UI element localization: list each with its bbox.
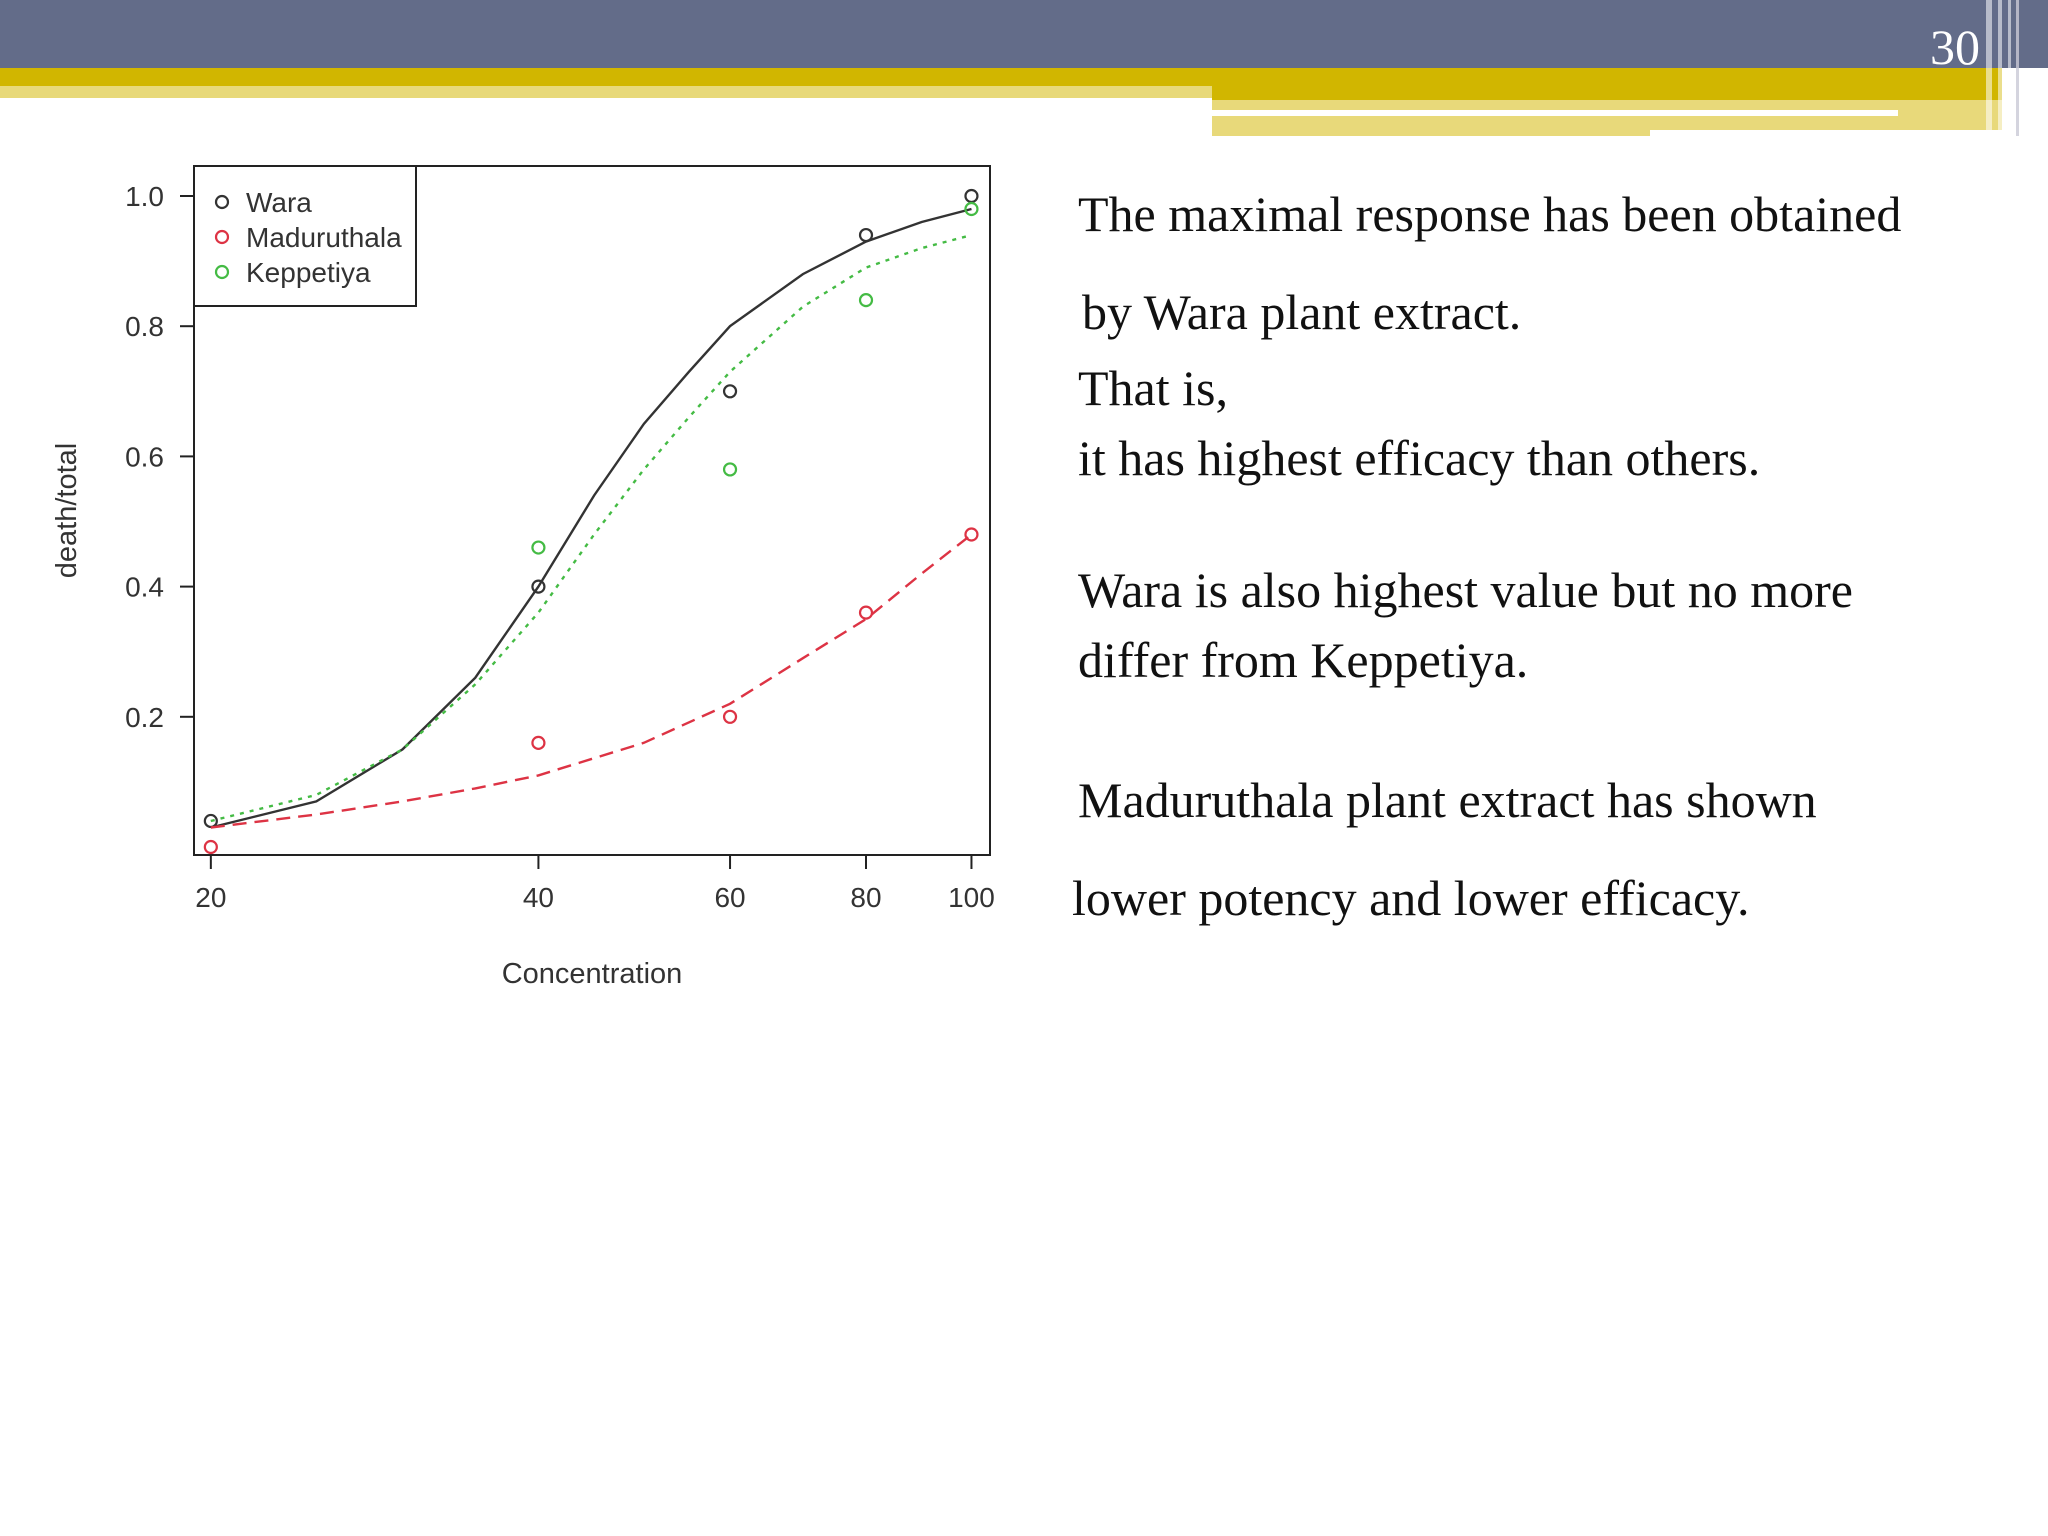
header-decoration	[0, 0, 2048, 136]
data-point-wara	[722, 384, 738, 399]
text-line-highest-efficacy: it has highest efficacy than others.	[1078, 430, 1761, 486]
text-line-that-is: That is,	[1078, 360, 1228, 416]
legend-label-wara: Wara	[246, 187, 312, 218]
legend-box	[193, 165, 417, 307]
slide-header: 30	[0, 0, 2048, 140]
data-point-maduruthala	[858, 605, 874, 620]
right-edge-stripes	[1986, 0, 2019, 136]
slide-text: The maximal response has been obtained b…	[1066, 0, 2046, 1000]
data-point-maduruthala	[722, 709, 738, 724]
accent-stripe-white-2	[1650, 130, 2010, 136]
x-tick-label: 60	[714, 882, 745, 913]
data-point-wara	[531, 579, 546, 594]
text-line-differ-keppetiya: differ from Keppetiya.	[1078, 632, 1529, 688]
data-point-maduruthala	[964, 527, 979, 542]
x-tick-label: 20	[195, 882, 226, 913]
chart-svg: 20 40 60 80 100 0.2 0.4 0.6 0.8 1.0 Concentration d…	[51, 165, 995, 990]
header-bar	[0, 0, 2048, 68]
accent-stripe-white	[1212, 110, 1898, 116]
legend-marker-wara	[214, 194, 230, 210]
y-axis-label: death/total	[51, 443, 83, 578]
text-line-lower-potency: lower potency and lower efficacy.	[1072, 870, 1750, 926]
data-point-wara	[858, 227, 874, 243]
accent-bar-light	[0, 86, 1230, 98]
x-tick-label: 100	[948, 882, 995, 913]
x-tick-label: 80	[850, 882, 881, 913]
y-tick-label: 0.4	[125, 572, 164, 603]
text-line-maduruthala: Maduruthala plant extract has shown	[1078, 772, 1817, 828]
y-tick-label: 0.2	[125, 702, 164, 733]
y-tick-label: 0.8	[125, 311, 164, 342]
data-point-maduruthala	[531, 735, 546, 750]
fit-line-maduruthala	[210, 533, 973, 829]
data-point-keppetiya	[722, 462, 738, 477]
text-line-maximal-response: The maximal response has been obtained	[1078, 186, 1902, 242]
data-point-keppetiya	[858, 293, 874, 308]
x-axis-label: Concentration	[502, 958, 683, 990]
legend-marker-maduruthala	[214, 229, 230, 245]
plot-frame	[193, 165, 991, 856]
accent-bar-yellow-right	[1212, 68, 2002, 100]
data-point-keppetiya	[964, 201, 979, 217]
legend-label-maduruthala: Maduruthala	[246, 222, 402, 253]
legend-label-keppetiya: Keppetiya	[246, 257, 371, 288]
data-point-maduruthala	[203, 839, 218, 855]
data-point-keppetiya	[531, 540, 546, 555]
accent-bar-yellow	[0, 68, 1230, 86]
text-line-wara-extract: by Wara plant extract.	[1082, 284, 1522, 340]
y-tick-label: 1.0	[125, 181, 164, 212]
dose-response-chart: 20 40 60 80 100 0.2 0.4 0.6 0.8 1.0 Concentration d…	[40, 150, 1020, 1010]
slide-number: 30	[1930, 19, 1980, 75]
fit-line-keppetiya	[210, 233, 972, 823]
data-point-wara	[964, 188, 979, 204]
legend-marker-keppetiya	[214, 264, 230, 280]
x-tick-label: 40	[523, 882, 554, 913]
text-line-wara-highest: Wara is also highest value but no more	[1078, 562, 1853, 618]
y-tick-label: 0.6	[125, 441, 164, 472]
